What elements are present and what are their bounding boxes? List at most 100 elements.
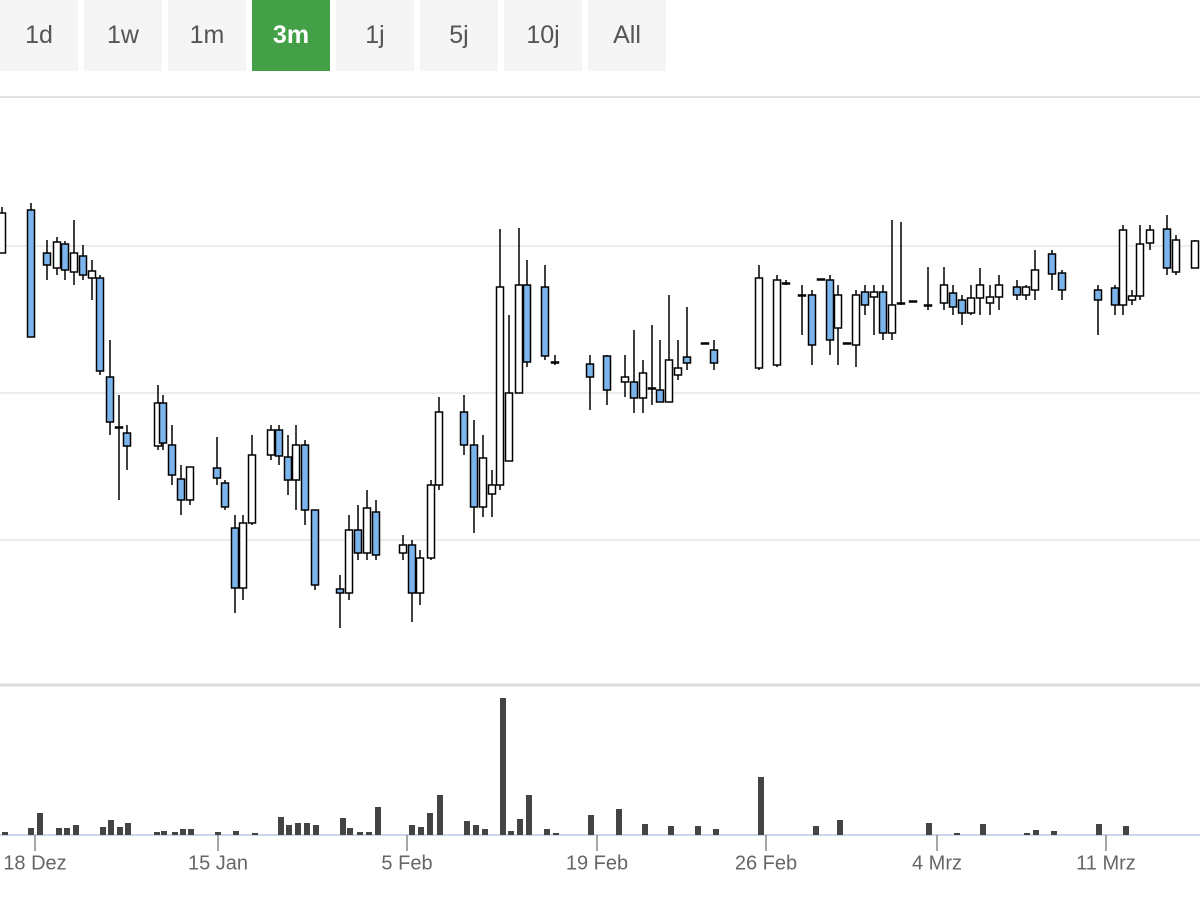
candle-body [1135, 243, 1145, 297]
candle-body [522, 284, 532, 363]
volume-bar [508, 831, 514, 835]
candle-body [673, 367, 683, 376]
volume-bar [64, 828, 70, 835]
candle-body [878, 291, 888, 334]
volume-bar [500, 698, 506, 835]
volume-bar [286, 825, 292, 835]
candle-body [158, 402, 168, 444]
candle-body [842, 342, 852, 345]
volume-bar [954, 833, 960, 835]
candle-body [1012, 286, 1022, 296]
volume-bar [813, 826, 819, 835]
candle-body [344, 529, 354, 594]
volume-bar [713, 829, 719, 835]
volume-bar [482, 829, 488, 835]
candle-body [495, 286, 505, 486]
range-button[interactable]: 1w [84, 0, 162, 71]
candle-body [87, 270, 97, 279]
x-tick-label: 11 Mrz [1076, 852, 1136, 874]
volume-bar [1051, 831, 1057, 835]
candle-body [816, 278, 826, 281]
volume-bar [758, 777, 764, 835]
x-tick-label: 18 Dez [3, 852, 66, 874]
candle-body [682, 356, 692, 364]
candle-body [78, 255, 88, 276]
candle-body [647, 387, 657, 390]
candle-body [896, 302, 906, 305]
volume-bar [180, 829, 186, 835]
candle-body [709, 349, 719, 364]
volume-bar [464, 821, 470, 835]
candle-body [105, 376, 115, 423]
candle-body [1145, 229, 1155, 244]
candle-body [833, 294, 843, 329]
volume-bar [1033, 830, 1039, 835]
candle-body [371, 511, 381, 556]
candle-body [966, 297, 976, 314]
volume-bar [588, 815, 594, 835]
range-button[interactable]: 10j [504, 0, 582, 71]
candle-body [167, 444, 177, 476]
candle-body [700, 342, 710, 345]
candle-body [1047, 253, 1057, 275]
volume-bar [37, 813, 43, 835]
candle-body [860, 291, 870, 306]
candle-body [1093, 289, 1103, 301]
candle-body [869, 291, 879, 298]
volume-bar [313, 825, 319, 835]
range-button[interactable]: 1d [0, 0, 78, 71]
candle-body [469, 444, 479, 508]
volume-bar [409, 825, 415, 835]
candle-body [274, 429, 284, 457]
range-button[interactable]: 5j [420, 0, 498, 71]
volume-bar [340, 818, 346, 835]
volume-bar [117, 827, 123, 835]
candle-body [415, 557, 425, 594]
volume-bar [668, 826, 674, 835]
volume-bar [526, 795, 532, 835]
candle-body [266, 429, 276, 456]
range-button[interactable]: 1j [336, 0, 414, 71]
candle-body [247, 454, 257, 524]
candle-body [238, 522, 248, 589]
candle-body [1162, 228, 1172, 269]
candle-body [26, 209, 36, 338]
volume-bar [233, 831, 239, 835]
candle-body [825, 279, 835, 341]
candle-body [398, 544, 408, 554]
candle-body [514, 284, 524, 394]
candle-body [975, 284, 985, 299]
volume-bar [926, 823, 932, 835]
volume-bar [73, 825, 79, 835]
volume-bar [252, 833, 258, 835]
candle-body [887, 304, 897, 334]
candle-body [1021, 286, 1031, 296]
volume-bar [642, 824, 648, 835]
candle-body [220, 482, 230, 508]
x-tick-label: 5 Feb [381, 852, 432, 874]
volume-bar [1024, 833, 1030, 835]
volume-bar [278, 817, 284, 835]
volume-bar [2, 832, 8, 835]
candle-body [1030, 269, 1040, 291]
candle-body [176, 478, 186, 501]
candle-body [957, 299, 967, 314]
range-button[interactable]: All [588, 0, 666, 71]
candle-body [1057, 272, 1067, 291]
candle-body [540, 286, 550, 357]
candle-body [629, 381, 639, 399]
candle-body [0, 212, 7, 254]
volume-bar [172, 832, 178, 835]
range-button[interactable]: 3m [252, 0, 330, 71]
candle-body [807, 294, 817, 346]
candle-body [335, 588, 345, 594]
volume-bar [544, 829, 550, 835]
range-button[interactable]: 1m [168, 0, 246, 71]
volume-bar [375, 807, 381, 835]
candle-body [550, 361, 560, 364]
candle-body [754, 277, 764, 369]
candle-body [459, 411, 469, 446]
volume-bar [215, 832, 221, 835]
volume-bar [304, 823, 310, 835]
